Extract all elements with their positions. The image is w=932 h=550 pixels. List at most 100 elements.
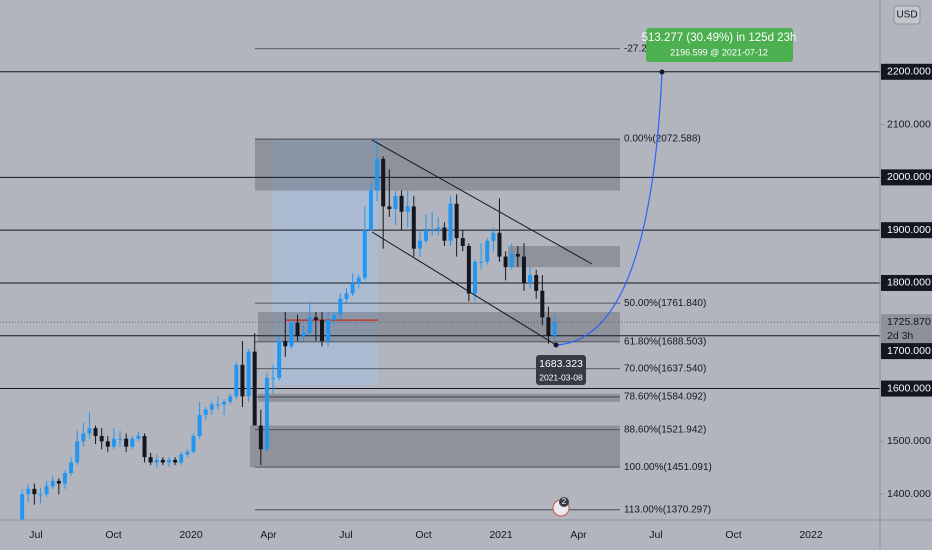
candle-body [38, 494, 43, 496]
price-zone [258, 393, 620, 402]
candle-body [111, 438, 116, 447]
candle-body [448, 203, 453, 241]
candle-body [258, 425, 263, 450]
candle-body [368, 190, 373, 231]
x-tick-label: Oct [725, 529, 741, 541]
candle-body [491, 232, 496, 241]
candle-body [136, 436, 141, 439]
fib-label: 100.00%(1451.091) [624, 462, 712, 473]
x-tick-label: 2022 [799, 529, 823, 541]
fib-label: -27.2 [624, 43, 647, 54]
candle-body [118, 438, 123, 440]
y-tick-label: 2000.000 [887, 171, 931, 183]
candle-body [411, 206, 416, 249]
candle-body [81, 433, 86, 442]
current-price-box [881, 314, 932, 345]
projection-detail: 2196.599 @ 2021-07-12 [670, 47, 768, 57]
candle-body [240, 364, 245, 397]
candle-body [338, 298, 343, 315]
candle-body [32, 488, 37, 495]
candle-body [460, 238, 465, 247]
candle-body [295, 322, 300, 336]
candle-body [234, 364, 239, 397]
candle-body [417, 240, 422, 249]
candle-body [466, 246, 471, 294]
y-tick-label: 2200.000 [887, 66, 931, 78]
candle-body [222, 401, 227, 405]
candle-body [552, 322, 557, 336]
y-tick-label: 1400.000 [887, 488, 931, 500]
candle-body [497, 232, 502, 257]
x-tick-label: 2020 [179, 529, 203, 541]
candle-body [246, 351, 251, 397]
candle-body [160, 459, 165, 463]
y-tick-box [881, 169, 932, 186]
x-tick-label: Oct [415, 529, 431, 541]
candle-body [485, 240, 490, 262]
candle-body [69, 462, 74, 474]
candle-body [399, 195, 404, 212]
candle-body [387, 206, 392, 210]
y-tick-box [881, 63, 932, 80]
candle-body [56, 480, 61, 484]
candle-body [50, 480, 55, 487]
candle-body [99, 436, 104, 442]
currency-button[interactable] [893, 5, 921, 25]
y-tick-label: 1500.000 [887, 435, 931, 447]
candle-body [26, 488, 31, 495]
channel-upper [371, 139, 593, 265]
x-tick-label: Jul [29, 529, 42, 541]
target-point [659, 69, 665, 75]
candle-body [362, 230, 367, 278]
y-tick-box [881, 380, 932, 397]
y-tick-label: 1700.000 [887, 345, 931, 357]
candle-body [454, 203, 459, 239]
projection-tooltip [646, 28, 793, 62]
candle-body [62, 473, 67, 484]
candle-body [277, 341, 282, 378]
event-badge [559, 497, 569, 507]
candle-body [191, 436, 196, 452]
fib-label: 113.00%(1370.297) [624, 504, 711, 515]
candle-body [301, 333, 306, 336]
candle-body [442, 227, 447, 241]
candle-body [473, 261, 477, 294]
candle-body [105, 441, 110, 447]
candle-body [521, 256, 526, 283]
candle-body [326, 319, 331, 342]
candle-body [283, 341, 288, 347]
projection-curve [555, 71, 663, 346]
fib-label: 88.60%(1521.942) [624, 424, 706, 435]
candle-body [375, 158, 380, 191]
candle-body [93, 428, 98, 437]
y-tick-box [881, 222, 932, 239]
low-tooltip [536, 355, 586, 385]
candle-body [154, 459, 159, 463]
candle-body [393, 195, 398, 210]
price-zone [508, 246, 620, 268]
candle-body [228, 396, 233, 402]
candle-body [185, 451, 190, 455]
candle-body [344, 293, 349, 299]
projection-headline: 513.277 (30.49%) in 125d 23h [642, 32, 797, 44]
candle-body [20, 494, 25, 520]
x-tick-label: Jul [339, 529, 352, 541]
candle-body [503, 256, 508, 268]
candle-body [307, 317, 312, 334]
candle-body [209, 404, 214, 410]
y-tick-label: 1900.000 [887, 224, 931, 236]
candle-body [203, 409, 208, 415]
price-zone [255, 139, 620, 191]
anchor-point [553, 342, 559, 348]
candle-body [289, 322, 294, 347]
candle-body [430, 230, 435, 232]
candle-body [540, 290, 545, 318]
candle-body [44, 486, 49, 495]
y-tick-label: 1800.000 [887, 277, 931, 289]
price-zone [250, 425, 620, 468]
x-tick-label: Apr [260, 529, 277, 541]
y-tick-label: 2100.000 [887, 118, 931, 130]
fib-label: 70.00%(1637.540) [624, 363, 706, 374]
